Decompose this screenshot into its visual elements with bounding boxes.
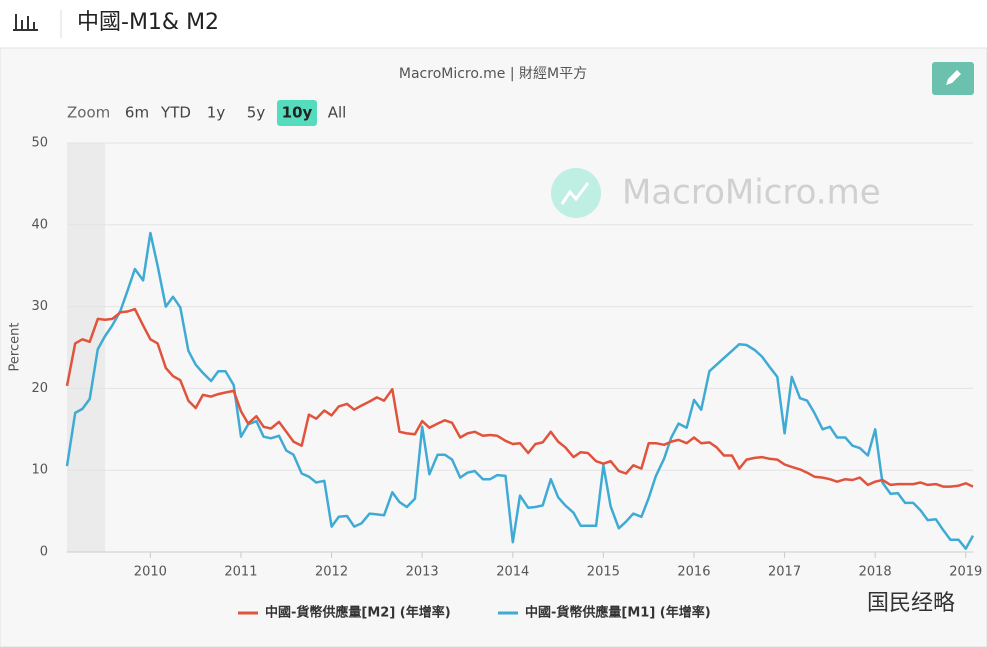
watermark: MacroMicro.me [551,168,881,218]
legend-label[interactable]: 中國-貨幣供應量[M2] (年增率) [265,605,451,621]
y-tick-label: 20 [31,381,48,396]
x-tick-label: 2013 [406,565,439,580]
y-axis-label: Percent [8,323,23,372]
x-tick-label: 2010 [134,565,167,580]
x-tick-label: 2014 [496,565,529,580]
zoom-button[interactable]: 5y [247,104,266,122]
y-tick-label: 10 [31,463,48,478]
chart-panel [0,47,987,647]
series-line [65,307,974,488]
x-tick-label: 2011 [224,565,257,580]
zoom-button-bg[interactable] [277,100,317,126]
y-tick-label: 30 [31,299,48,314]
watermark-text: MacroMicro.me [622,173,881,213]
zoom-button[interactable]: 6m [125,104,149,122]
page-title: 中國-M1& M2 [77,10,219,35]
x-tick-label: 2018 [859,565,892,580]
series-line [65,231,975,550]
chart-icon [13,14,38,31]
edit-button[interactable] [932,62,974,95]
zoom-button[interactable]: All [328,104,347,122]
zoom-button[interactable]: YTD [160,104,191,122]
x-tick-label: 2012 [315,565,348,580]
y-tick-label: 0 [40,545,48,560]
x-tick-label: 2019 [949,565,982,580]
zoom-button[interactable]: 10y [282,104,313,122]
y-tick-label: 40 [31,217,48,232]
corner-mark: 国民经略 [867,591,955,616]
zoom-label: Zoom [67,104,110,122]
x-tick-label: 2016 [677,565,710,580]
x-tick-label: 2017 [768,565,801,580]
chart-subtitle: MacroMicro.me | 財經M平方 [399,66,587,82]
x-tick-label: 2015 [587,565,620,580]
y-tick-label: 50 [31,136,48,151]
zoom-button[interactable]: 1y [207,104,226,122]
legend-label[interactable]: 中國-貨幣供應量[M1] (年增率) [525,605,711,621]
header-bar [0,0,987,48]
